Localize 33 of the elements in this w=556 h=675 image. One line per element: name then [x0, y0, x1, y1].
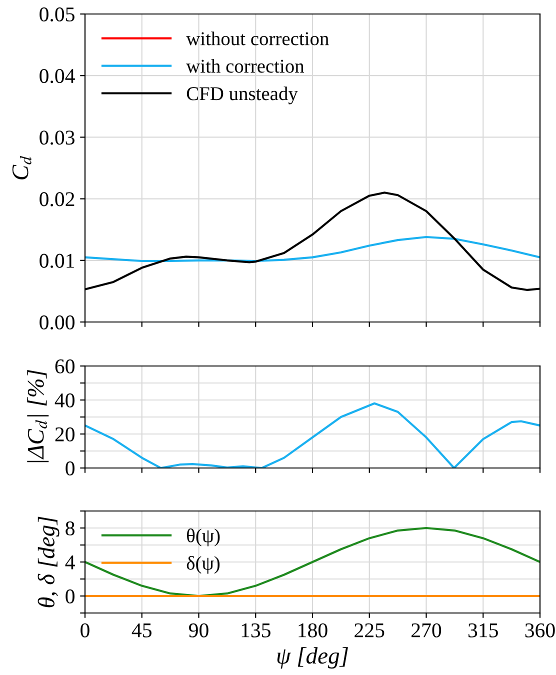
line-series	[85, 526, 540, 598]
legend-label: δ(ψ)	[186, 556, 220, 574]
legend-label: θ(ψ)	[187, 528, 220, 546]
y-axis-title: θ, δ [deg]	[38, 516, 60, 608]
y-tick-label: 60	[55, 359, 74, 374]
y-tick-label: 0.03	[40, 130, 74, 145]
y-tick-label: 40	[54, 393, 74, 408]
line-series	[85, 236, 540, 262]
y-tick-label: 20	[55, 427, 74, 442]
y-tick-label: 0.04	[40, 68, 75, 84]
x-tick-label: 270	[412, 623, 442, 638]
y-axis-title: C$_{d}$	[12, 156, 32, 180]
y-tick-label: 4	[65, 556, 75, 570]
x-tick-label: 45	[132, 623, 152, 638]
x-tick-label: 90	[189, 623, 208, 638]
y-tick-label: 0.05	[40, 7, 74, 22]
legend-label: with correction	[186, 59, 304, 73]
y-tick-label: 0	[66, 589, 74, 604]
legend-label: without correction	[186, 32, 329, 46]
y-axis-title: |ΔC$_{d}$| [%]	[27, 370, 49, 462]
x-tick-label: 180	[298, 623, 328, 638]
x-tick-label: 360	[525, 623, 555, 638]
y-tick-label: 0.01	[40, 254, 74, 268]
y-tick-label: 0	[66, 461, 74, 476]
x-tick-label: 225	[354, 623, 384, 638]
x-axis-title: ψ [deg]	[277, 647, 348, 669]
legend-label: CFD unsteady	[186, 86, 298, 104]
y-tick-label: 0.02	[40, 192, 74, 206]
x-tick-label: 0	[80, 623, 90, 638]
y-tick-label: 0.00	[40, 315, 74, 330]
x-tick-label: 315	[468, 623, 498, 638]
y-tick-label: 8	[66, 521, 74, 536]
x-tick-label: 135	[242, 623, 270, 638]
